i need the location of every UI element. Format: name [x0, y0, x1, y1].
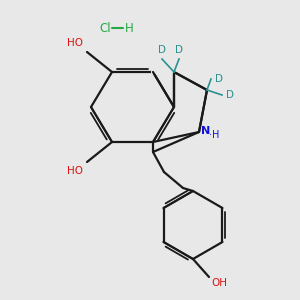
Text: Cl: Cl — [99, 22, 111, 34]
Text: OH: OH — [211, 278, 227, 288]
Text: D: D — [175, 45, 183, 55]
Text: ·H: ·H — [209, 130, 219, 140]
Text: HO: HO — [67, 38, 83, 48]
Text: D: D — [158, 45, 166, 55]
Text: H: H — [125, 22, 134, 34]
Text: D: D — [226, 90, 234, 100]
Text: D: D — [215, 74, 223, 84]
Text: HO: HO — [67, 166, 83, 176]
Text: N: N — [201, 126, 210, 136]
